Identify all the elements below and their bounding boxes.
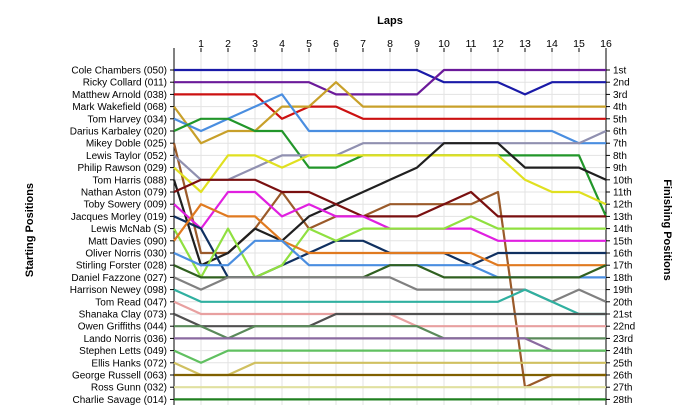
lap-label: 13 [519, 38, 531, 50]
driver-name-label: Nathan Aston (079) [81, 188, 167, 199]
driver-name-label: Jacques Morley (019) [71, 212, 167, 223]
driver-name-label: Darius Karbaley (020) [70, 127, 167, 138]
series-line [174, 325, 606, 340]
finishing-position-label: 7th [613, 139, 627, 150]
driver-name-label: Harrison Newey (098) [70, 285, 167, 296]
finishing-position-label: 16th [613, 249, 632, 260]
lap-label: 3 [252, 38, 258, 50]
driver-name-label: Tom Read (047) [95, 297, 167, 308]
finishing-position-label: 19th [613, 285, 632, 296]
lap-label: 16 [600, 38, 612, 50]
driver-name-label: Philip Rawson (029) [78, 163, 168, 174]
driver-name-label: Tom Harvey (034) [88, 114, 167, 125]
driver-name-label: Cole Chambers (050) [71, 66, 167, 77]
series-line [173, 349, 606, 364]
series-lines [172, 68, 608, 401]
finishing-position-label: 12th [613, 200, 632, 211]
driver-name-label: Lewis Taylor (052) [86, 151, 167, 162]
finishing-position-label: 13th [613, 212, 632, 223]
series-line [173, 81, 606, 145]
series-line [173, 93, 606, 145]
finishing-position-label: 5th [613, 114, 627, 125]
driver-name-label: Stirling Forster (028) [76, 261, 167, 272]
driver-name-label: Shanaka Clay (073) [79, 310, 167, 321]
driver-name-label: Tom Harris (088) [93, 175, 167, 186]
finishing-position-label: 3rd [613, 90, 627, 101]
finishing-position-label: 15th [613, 236, 632, 247]
y-axis-label-left: Starting Positions [24, 183, 36, 277]
finishing-position-label: 17th [613, 261, 632, 272]
series-line [174, 93, 606, 120]
finishing-position-label: 20th [613, 297, 632, 308]
driver-name-label: Charlie Savage (014) [73, 395, 168, 406]
finishing-position-label: 11th [613, 188, 632, 199]
finishing-position-label: 2nd [613, 78, 630, 89]
series-line [174, 68, 606, 96]
lap-label: 1 [198, 38, 204, 50]
driver-name-label: Mark Wakefield (068) [72, 102, 167, 113]
series-line [173, 361, 606, 377]
finishing-position-label: 25th [613, 358, 632, 369]
driver-name-label: Owen Griffiths (044) [78, 322, 167, 333]
driver-name-label: Matt Davies (090) [88, 236, 167, 247]
finishing-position-label: 8th [613, 151, 627, 162]
finishing-position-label: 14th [613, 224, 632, 235]
finishing-position-label: 28th [613, 395, 632, 406]
lap-label: 9 [414, 38, 420, 50]
driver-name-label: Ricky Collard (011) [83, 78, 167, 89]
driver-name-label: Oliver Norris (030) [85, 249, 167, 260]
lap-label: 12 [492, 38, 504, 50]
driver-name-label: Ellis Hanks (072) [91, 358, 167, 369]
lap-label: 6 [333, 38, 339, 50]
finishing-position-label: 9th [613, 163, 627, 174]
series-line [173, 288, 606, 316]
finishing-position-label: 24th [613, 346, 632, 357]
series-line [173, 178, 606, 218]
driver-name-label: George Russell (063) [72, 371, 167, 382]
series-line [172, 142, 607, 267]
lap-label: 2 [225, 38, 231, 50]
driver-name-label: Lando Norris (036) [84, 334, 167, 345]
starting-position-labels: Cole Chambers (050)Ricky Collard (011)Ma… [70, 66, 167, 406]
driver-name-label: Matthew Arnold (038) [72, 90, 167, 101]
series-line [174, 68, 606, 96]
lap-label: 10 [438, 38, 450, 50]
finishing-position-label: 4th [613, 102, 627, 113]
lap-label: 15 [573, 38, 585, 50]
finishing-position-label: 22nd [613, 322, 635, 333]
finishing-position-label: 23rd [613, 334, 633, 345]
finishing-position-label: 21st [613, 310, 632, 321]
driver-name-label: Mikey Doble (025) [86, 139, 167, 150]
finishing-position-label: 10th [613, 175, 632, 186]
series-line [173, 154, 607, 206]
chart-title: Laps [377, 15, 403, 27]
series-line [173, 129, 607, 181]
lap-label: 8 [387, 38, 393, 50]
lap-label: 11 [466, 38, 477, 50]
finishing-position-label: 6th [613, 127, 627, 138]
lap-label: 7 [360, 38, 366, 50]
driver-name-label: Lewis McNab (S) [91, 224, 167, 235]
driver-name-label: Daniel Fazzone (027) [71, 273, 167, 284]
finishing-position-labels: 1st2nd3rd4th5th6th7th8th9th10th11th12th1… [613, 66, 635, 406]
lap-label: 5 [306, 38, 312, 50]
finishing-position-label: 1st [613, 66, 627, 77]
driver-name-label: Toby Sowery (009) [84, 200, 167, 211]
lap-label: 14 [546, 38, 558, 50]
y-axis-label-right: Finishing Positions [661, 179, 673, 280]
lap-label: 4 [279, 38, 285, 50]
driver-name-label: Ross Gunn (032) [91, 383, 167, 394]
series-line [173, 203, 606, 267]
finishing-position-label: 26th [613, 371, 632, 382]
finishing-position-label: 18th [613, 273, 632, 284]
driver-name-label: Stephen Letts (049) [79, 346, 167, 357]
series-line [174, 337, 606, 352]
lap-tick-labels: 1 2 3 4 5 6 7 8 9 10 11 12 13 14 15 16 [198, 38, 612, 50]
series-line [173, 215, 606, 279]
series-line [173, 312, 606, 328]
finishing-position-label: 27th [613, 383, 632, 394]
